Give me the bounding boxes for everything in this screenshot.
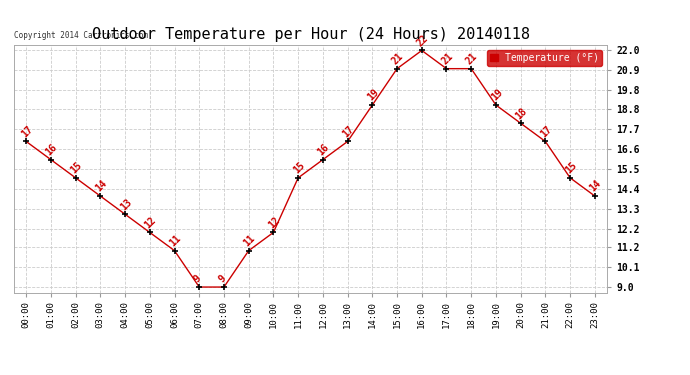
Legend: Temperature (°F): Temperature (°F) xyxy=(487,50,602,66)
Text: 16: 16 xyxy=(316,142,331,158)
Text: 19: 19 xyxy=(366,87,381,103)
Text: 13: 13 xyxy=(118,197,133,212)
Text: 22: 22 xyxy=(415,33,430,48)
Text: 21: 21 xyxy=(440,51,455,66)
Text: 21: 21 xyxy=(464,51,480,66)
Text: 16: 16 xyxy=(44,142,59,158)
Title: Outdoor Temperature per Hour (24 Hours) 20140118: Outdoor Temperature per Hour (24 Hours) … xyxy=(92,27,529,42)
Text: 18: 18 xyxy=(514,106,529,121)
Text: 17: 17 xyxy=(341,124,356,139)
Text: 14: 14 xyxy=(588,178,603,194)
Text: 11: 11 xyxy=(241,233,257,249)
Text: 19: 19 xyxy=(489,87,504,103)
Text: 9: 9 xyxy=(193,274,204,285)
Text: 17: 17 xyxy=(538,124,554,139)
Text: 17: 17 xyxy=(19,124,34,139)
Text: 9: 9 xyxy=(217,274,228,285)
Text: 15: 15 xyxy=(291,160,306,176)
Text: 21: 21 xyxy=(390,51,406,66)
Text: 14: 14 xyxy=(93,178,109,194)
Text: 11: 11 xyxy=(168,233,183,249)
Text: 12: 12 xyxy=(143,215,158,230)
Text: 15: 15 xyxy=(69,160,84,176)
Text: 12: 12 xyxy=(266,215,282,230)
Text: Copyright 2014 Cartronics.com: Copyright 2014 Cartronics.com xyxy=(14,31,148,40)
Text: 15: 15 xyxy=(563,160,578,176)
